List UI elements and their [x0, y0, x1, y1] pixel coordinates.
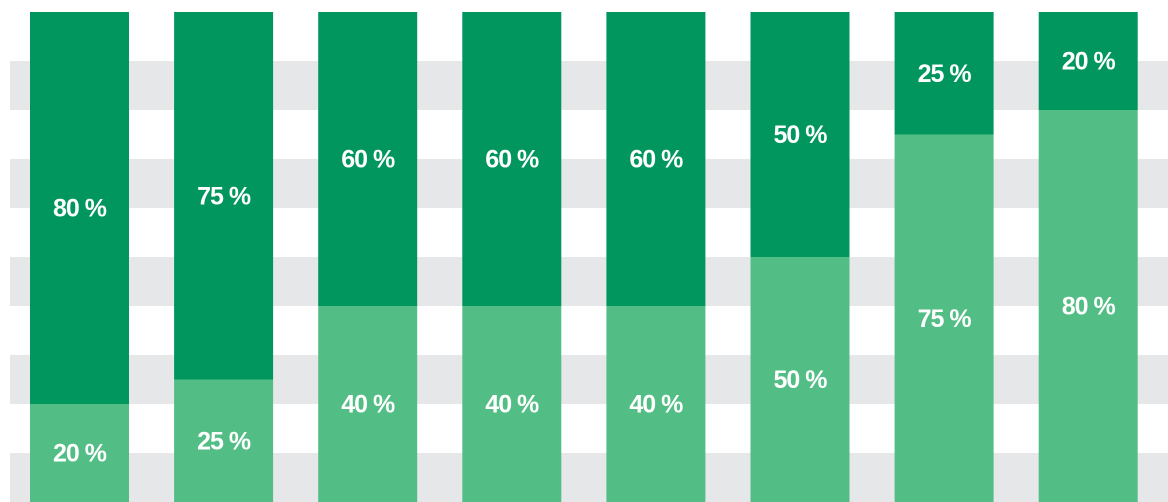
value-label: 20 %	[53, 440, 107, 468]
bar-segment	[1038, 12, 1138, 110]
value-label: 50 %	[774, 366, 828, 394]
bar-segment	[318, 12, 418, 306]
bar-segment	[750, 257, 850, 502]
value-label: 60 %	[485, 146, 539, 174]
value-label: 80 %	[53, 195, 107, 223]
value-label: 60 %	[629, 146, 683, 174]
bar-segment	[894, 134, 994, 502]
value-label: 40 %	[629, 391, 683, 419]
value-label: 75 %	[197, 182, 251, 210]
value-label: 60 %	[341, 146, 395, 174]
bar-segment	[894, 12, 994, 135]
bar-segment	[1038, 110, 1138, 502]
bar-segment	[462, 306, 562, 502]
bar-segment	[174, 12, 274, 380]
value-label: 80 %	[1062, 293, 1116, 321]
bar-segment	[30, 404, 129, 502]
value-label: 40 %	[485, 391, 539, 419]
value-label: 25 %	[197, 427, 251, 455]
bar-segment	[750, 12, 850, 257]
value-label: 20 %	[1062, 48, 1116, 76]
bar-segment	[462, 12, 562, 306]
bar-segment	[30, 12, 129, 404]
value-label: 50 %	[774, 121, 828, 149]
value-label: 40 %	[341, 391, 395, 419]
bar-segment	[606, 306, 706, 502]
bar-segment	[174, 379, 274, 502]
bar-segment	[318, 306, 418, 502]
value-label: 25 %	[918, 60, 972, 88]
bar-segment	[606, 12, 706, 306]
value-label: 75 %	[918, 305, 972, 333]
